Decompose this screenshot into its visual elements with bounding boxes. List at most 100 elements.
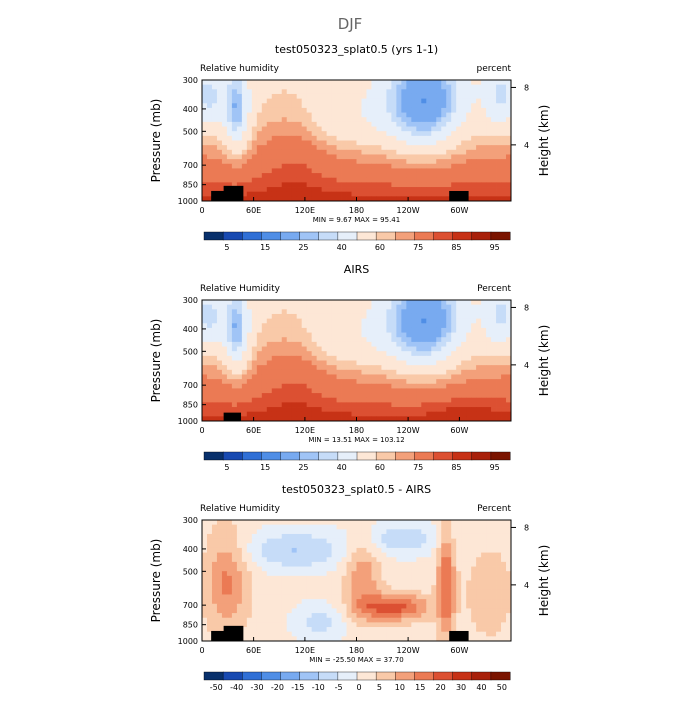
field-cell	[327, 342, 332, 347]
field-cell	[252, 323, 257, 328]
field-cell	[297, 534, 302, 539]
field-cell	[252, 562, 257, 567]
field-cell	[416, 604, 421, 609]
field-cell	[421, 553, 426, 558]
field-cell	[481, 305, 486, 310]
field-cell	[352, 164, 357, 169]
field-cell	[317, 122, 322, 127]
field-cell	[421, 117, 426, 122]
field-cell	[222, 361, 227, 366]
field-cell	[401, 632, 406, 637]
field-cell	[297, 117, 302, 122]
field-cell	[446, 562, 451, 567]
field-cell	[237, 164, 242, 169]
field-cell	[441, 529, 446, 534]
field-cell	[257, 599, 262, 604]
field-cell	[411, 567, 416, 572]
field-cell	[441, 520, 446, 525]
field-cell	[501, 581, 506, 586]
field-cell	[252, 365, 257, 370]
field-cell	[441, 85, 446, 90]
field-cell	[287, 557, 292, 562]
field-cell	[491, 113, 496, 118]
field-cell	[347, 99, 352, 104]
field-cell	[332, 529, 337, 534]
field-cell	[401, 347, 406, 352]
field-cell	[376, 529, 381, 534]
field-cell	[272, 548, 277, 553]
field-cell	[431, 173, 436, 178]
field-cell	[496, 618, 501, 623]
field-cell	[366, 131, 371, 136]
field-cell	[242, 141, 247, 146]
field-cell	[486, 608, 491, 613]
field-cell	[267, 627, 272, 632]
y-axis-label: Pressure (mb)	[149, 319, 163, 403]
field-cell	[332, 393, 337, 398]
field-cell	[401, 323, 406, 328]
field-cell	[371, 571, 376, 576]
field-cell	[466, 520, 471, 525]
field-cell	[486, 534, 491, 539]
field-cell	[411, 127, 416, 132]
field-cell	[421, 393, 426, 398]
field-cell	[322, 599, 327, 604]
field-cell	[461, 99, 466, 104]
field-cell	[337, 622, 342, 627]
field-cell	[431, 567, 436, 572]
field-cell	[366, 384, 371, 389]
field-cell	[446, 145, 451, 150]
field-cell	[381, 622, 386, 627]
field-cell	[357, 361, 362, 366]
field-cell	[217, 356, 222, 361]
field-cell	[207, 365, 212, 370]
field-cell	[277, 557, 282, 562]
colorbar-swatch	[414, 232, 433, 240]
field-cell	[391, 103, 396, 108]
field-cell	[227, 168, 232, 173]
field-cell	[232, 89, 237, 94]
field-cell	[376, 131, 381, 136]
field-cell	[302, 141, 307, 146]
field-cell	[287, 300, 292, 305]
field-cell	[357, 412, 362, 417]
field-cell	[262, 168, 267, 173]
field-cell	[202, 319, 207, 324]
field-cell	[396, 347, 401, 352]
field-cell	[327, 154, 332, 159]
field-cell	[202, 117, 207, 122]
field-cell	[232, 347, 237, 352]
field-cell	[307, 553, 312, 558]
field-cell	[461, 145, 466, 150]
field-cell	[471, 356, 476, 361]
field-cell	[327, 305, 332, 310]
field-cell	[307, 89, 312, 94]
field-cell	[302, 337, 307, 342]
field-cell	[496, 374, 501, 379]
field-cell	[257, 365, 262, 370]
field-cell	[257, 323, 262, 328]
field-cell	[376, 571, 381, 576]
field-cell	[426, 393, 431, 398]
field-cell	[252, 173, 257, 178]
field-cell	[247, 562, 252, 567]
field-cell	[222, 608, 227, 613]
field-cell	[312, 164, 317, 169]
field-cell	[481, 145, 486, 150]
field-cell	[212, 374, 217, 379]
field-cell	[366, 351, 371, 356]
field-cell	[501, 99, 506, 104]
field-cell	[501, 562, 506, 567]
field-cell	[267, 150, 272, 155]
field-cell	[247, 117, 252, 122]
field-cell	[466, 309, 471, 314]
field-cell	[247, 520, 252, 525]
field-cell	[317, 168, 322, 173]
field-cell	[347, 333, 352, 338]
field-cell	[416, 557, 421, 562]
field-cell	[232, 305, 237, 310]
field-cell	[252, 159, 257, 164]
field-cell	[491, 300, 496, 305]
field-cell	[272, 388, 277, 393]
field-cell	[386, 145, 391, 150]
